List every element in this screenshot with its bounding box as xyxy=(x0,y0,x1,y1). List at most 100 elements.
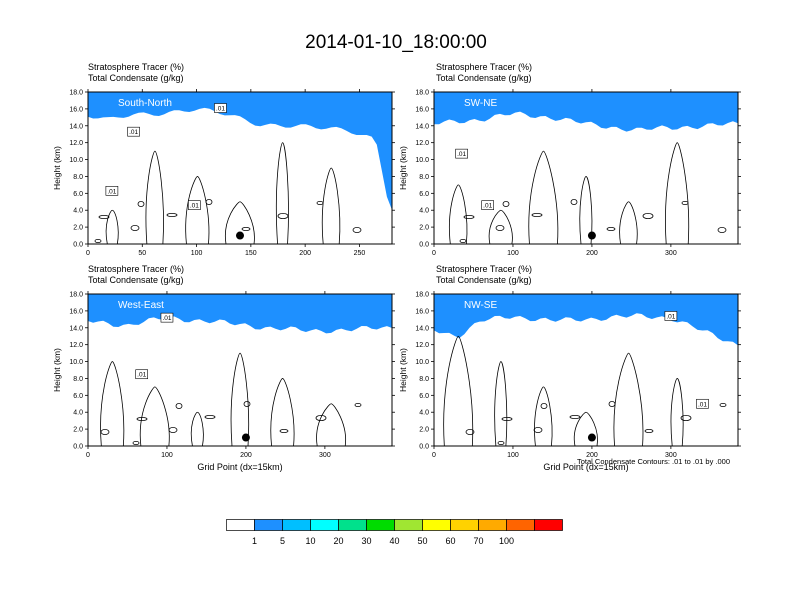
location-marker xyxy=(587,231,596,240)
y-tick-label: 10.0 xyxy=(415,157,429,164)
cross-section-plot: .01 .01 West-East 0.0 2.0 4.0 6.0 8.0 10.0 12.0 14… xyxy=(52,291,395,472)
condensate-contour xyxy=(190,411,204,447)
y-tick-label: 12.0 xyxy=(415,342,429,349)
contour-label-box xyxy=(664,311,678,321)
condensate-cell xyxy=(569,414,581,419)
condensate-cell xyxy=(570,198,578,205)
panel-label: NW-SE xyxy=(464,300,497,311)
condensate-cell xyxy=(316,200,324,205)
contour-label: .01 xyxy=(107,188,116,195)
tracer-field xyxy=(434,294,738,346)
condensate-contours xyxy=(100,352,362,447)
condensate-cell xyxy=(719,402,727,407)
x-tick-label: 0 xyxy=(432,452,436,459)
condensate-cell xyxy=(315,414,327,421)
colorbar-label: 30 xyxy=(361,536,371,546)
y-tick-label: 6.0 xyxy=(73,393,83,400)
contour-label-box xyxy=(214,103,227,113)
colorbar-swatch xyxy=(450,519,479,531)
panel-title-condensate: Total Condensate (g/kg) xyxy=(436,275,532,285)
y-tick-label: 8.0 xyxy=(73,376,83,383)
contour-label: .01 xyxy=(162,315,171,322)
x-tick-label: 0 xyxy=(86,452,90,459)
x-tick-label: 200 xyxy=(299,250,311,257)
condensate-cell xyxy=(681,200,689,205)
colorbar: 1 5 10 20 30 40 50 60 70 100 xyxy=(226,519,563,546)
colorbar-swatch xyxy=(310,519,339,531)
location-marker xyxy=(587,433,596,442)
y-tick-label: 14.0 xyxy=(415,123,429,130)
condensate-cell xyxy=(279,428,289,433)
y-tick-label: 18.0 xyxy=(69,90,83,97)
y-tick-label: 10.0 xyxy=(415,359,429,366)
x-tick-label: 100 xyxy=(191,250,203,257)
colorbar-swatch xyxy=(338,519,367,531)
y-tick-label: 16.0 xyxy=(69,106,83,113)
contour-note: Total Condensate Contours: .01 to .01 by… xyxy=(577,457,731,466)
x-tick-label: 150 xyxy=(245,250,257,257)
x-tick-label: 100 xyxy=(161,452,173,459)
y-tick-label: 0.0 xyxy=(73,444,83,451)
condensate-contour xyxy=(316,403,346,447)
condensate-cell xyxy=(531,212,543,217)
contour-label-box xyxy=(481,200,494,210)
y-tick-label: 2.0 xyxy=(419,225,429,232)
condensate-contour xyxy=(185,176,210,245)
y-tick-label: 2.0 xyxy=(419,427,429,434)
condensate-cell xyxy=(495,224,505,231)
tracer-band xyxy=(88,294,392,334)
y-tick-label: 8.0 xyxy=(419,376,429,383)
colorbar-label: 20 xyxy=(333,536,343,546)
condensate-contour xyxy=(230,352,250,447)
cross-section-plot: .01 .01 .01 .01 South-North 0.0 2.0 4.0 6.0 8.0 10… xyxy=(52,89,395,257)
condensate-contour xyxy=(613,352,644,447)
condensate-contour xyxy=(619,201,638,245)
location-marker xyxy=(236,231,244,240)
y-tick-label: 12.0 xyxy=(69,342,83,349)
condensate-cell xyxy=(166,212,178,217)
plot-frame xyxy=(433,91,739,245)
y-tick-label: 8.0 xyxy=(73,174,83,181)
contour-label-box xyxy=(105,186,119,196)
condensate-cell xyxy=(459,238,467,243)
contour-label-box xyxy=(188,200,201,210)
colorbar-label: 100 xyxy=(499,536,514,546)
y-tick-label: 18.0 xyxy=(69,292,83,299)
plot-frame xyxy=(433,293,739,447)
condensate-cell xyxy=(100,428,110,435)
condensate-contour xyxy=(573,411,598,447)
condensate-contour xyxy=(488,209,513,245)
contour-label-box xyxy=(135,369,148,380)
x-tick-label: 200 xyxy=(240,452,252,459)
y-tick-label: 16.0 xyxy=(69,308,83,315)
panel-title-condensate: Total Condensate (g/kg) xyxy=(436,73,532,83)
condensate-cell xyxy=(533,426,543,433)
colorbar-label: 50 xyxy=(417,536,427,546)
y-tick-label: 0.0 xyxy=(419,444,429,451)
y-tick-label: 0.0 xyxy=(419,242,429,249)
colorbar-label: 1 xyxy=(252,536,257,546)
x-tick-label: 250 xyxy=(354,250,366,257)
x-axis-label: Grid Point (dx=15km) xyxy=(197,462,282,472)
condensate-contour xyxy=(321,167,341,245)
y-tick-label: 4.0 xyxy=(73,208,83,215)
contour-label: .01 xyxy=(698,401,707,408)
x-tick-label: 300 xyxy=(319,452,331,459)
panel-west-east: Stratosphere Tracer (%) Total Condensate… xyxy=(52,264,430,472)
y-tick-label: 16.0 xyxy=(415,106,429,113)
x-tick-label: 0 xyxy=(86,250,90,257)
main-title: 2014-01-10_18:00:00 xyxy=(305,32,487,53)
contour-label-box xyxy=(455,148,468,159)
condensate-cell xyxy=(465,428,475,435)
panel-title-tracer: Stratosphere Tracer (%) xyxy=(88,264,185,274)
panel-label: SW-NE xyxy=(464,98,497,109)
colorbar-swatch xyxy=(366,519,395,531)
condensate-cell xyxy=(502,200,510,207)
location-marker xyxy=(241,433,250,442)
condensate-cell xyxy=(132,440,140,445)
y-tick-label: 14.0 xyxy=(69,123,83,130)
condensate-cell xyxy=(608,400,616,407)
condensate-cell xyxy=(497,440,505,445)
tracer-field xyxy=(88,294,392,334)
condensate-cell xyxy=(136,416,148,421)
